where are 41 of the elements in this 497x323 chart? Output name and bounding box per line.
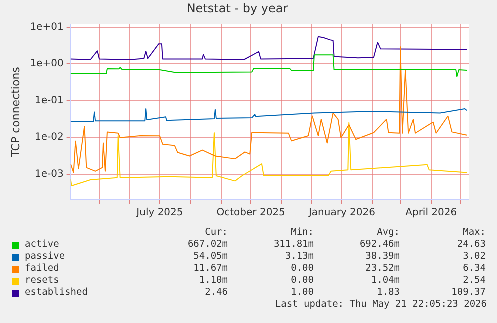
- text: Cur:: [204, 227, 228, 239]
- text: 2.54: [462, 275, 486, 287]
- y-tick-label: 1e+01: [30, 22, 64, 33]
- legend-label: active: [25, 239, 60, 251]
- legend-label: established: [25, 287, 88, 299]
- text: 109.37: [450, 287, 486, 299]
- text: 6.34: [462, 263, 486, 275]
- legend-label: resets: [25, 275, 60, 287]
- y-tick-label: 1e+00: [30, 58, 64, 70]
- text: 692.46m: [358, 239, 400, 251]
- text: 311.81m: [272, 239, 314, 251]
- x-tick-label: January 2026: [308, 208, 376, 219]
- text: Max:: [462, 227, 486, 239]
- text: 54.05m: [192, 251, 228, 263]
- text: 38.39m: [364, 251, 400, 263]
- chart-title: Netstat - by year: [186, 1, 288, 16]
- x-tick-label: October 2025: [216, 208, 286, 219]
- text: 1.00: [290, 287, 314, 299]
- text: 667.02m: [186, 239, 228, 251]
- text: 2.46: [204, 287, 228, 299]
- y-axis-title: TCP connections: [9, 66, 22, 158]
- text: 23.52m: [364, 263, 400, 275]
- text: 1.04m: [370, 275, 400, 287]
- y-tick-label: 1e-01: [34, 95, 64, 106]
- legend-label: failed: [25, 263, 60, 275]
- text: 0.00: [290, 275, 314, 287]
- text: 24.63: [456, 239, 486, 251]
- y-tick-label: 1e-02: [34, 132, 64, 144]
- x-tick-label: July 2025: [136, 208, 184, 219]
- text: 3.02: [462, 251, 486, 263]
- text: Avg:: [376, 227, 400, 239]
- text: 11.67m: [192, 263, 228, 275]
- text: 1.10m: [198, 275, 228, 287]
- text: Last update: Thu May 21 22:05:23 2026: [274, 299, 487, 310]
- text: 1.83: [376, 287, 400, 299]
- text: Min:: [290, 227, 314, 239]
- y-tick-label: 1e-03: [34, 168, 64, 180]
- x-tick-label: April 2026: [406, 208, 458, 219]
- text: 0.00: [290, 263, 314, 275]
- text: 3.13m: [284, 251, 314, 263]
- legend-label: passive: [25, 251, 66, 263]
